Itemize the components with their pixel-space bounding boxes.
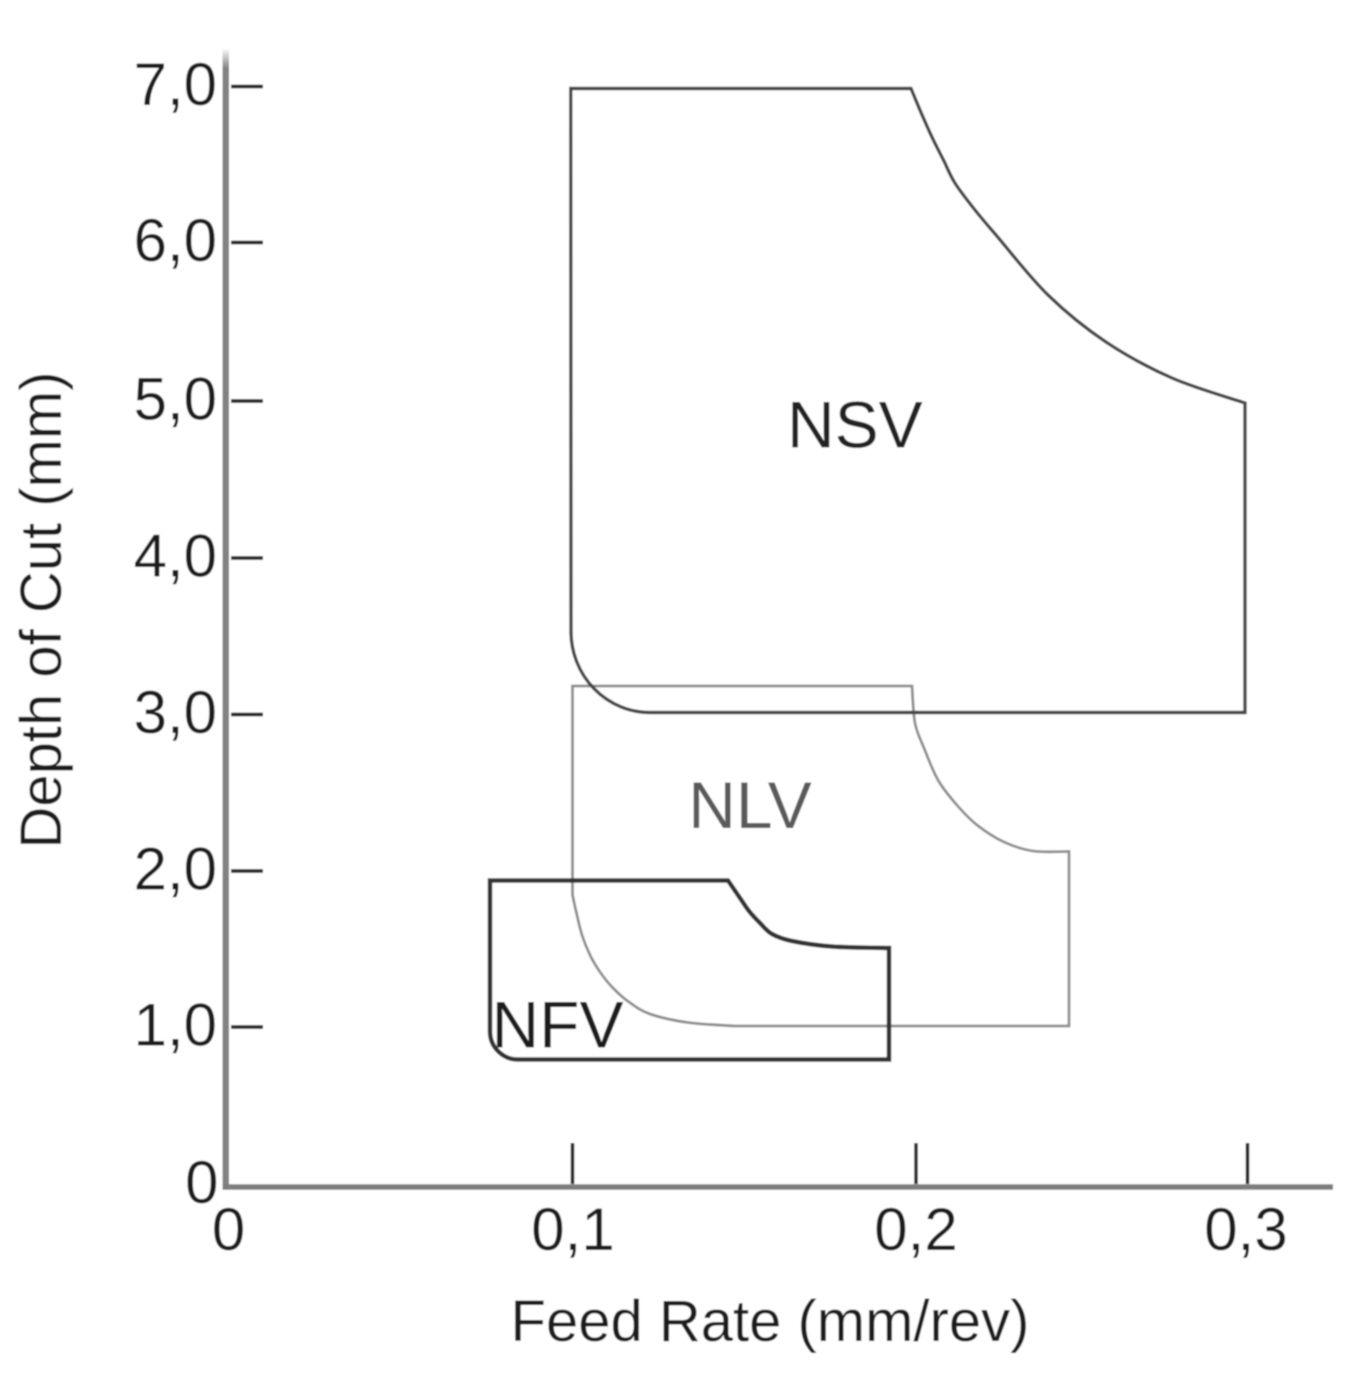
svg-text:Feed Rate (mm/rev): Feed Rate (mm/rev) — [511, 1289, 1030, 1354]
svg-text:5,0: 5,0 — [134, 366, 217, 433]
svg-text:0,3: 0,3 — [1204, 1196, 1287, 1263]
svg-text:Depth of Cut (mm): Depth of Cut (mm) — [9, 372, 74, 849]
svg-text:NSV: NSV — [787, 387, 923, 461]
svg-text:7,0: 7,0 — [134, 51, 217, 118]
svg-text:2,0: 2,0 — [134, 836, 217, 903]
svg-text:0: 0 — [212, 1196, 245, 1263]
svg-text:4,0: 4,0 — [134, 523, 217, 590]
svg-text:0,1: 0,1 — [531, 1196, 614, 1263]
svg-text:1,0: 1,0 — [134, 992, 217, 1059]
svg-text:NLV: NLV — [688, 768, 812, 842]
svg-text:NFV: NFV — [492, 988, 624, 1062]
svg-text:0,2: 0,2 — [874, 1196, 957, 1263]
svg-text:0: 0 — [185, 1149, 218, 1216]
svg-text:3,0: 3,0 — [134, 679, 217, 746]
svg-text:6,0: 6,0 — [134, 207, 217, 274]
